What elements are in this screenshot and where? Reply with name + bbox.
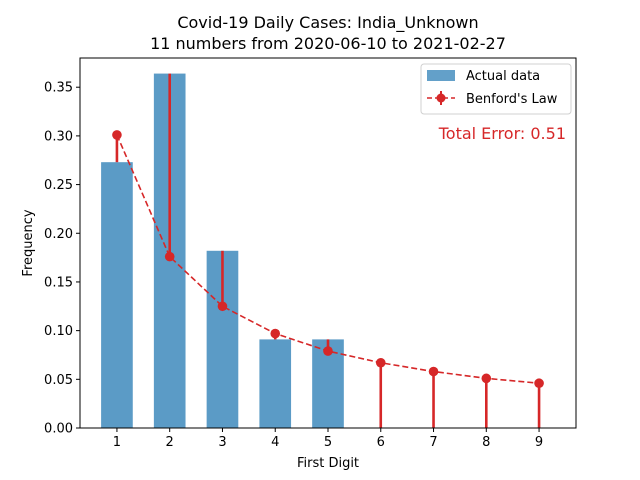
plot-area xyxy=(101,73,544,428)
x-tick-label-1: 1 xyxy=(113,435,121,450)
legend-box xyxy=(420,63,572,115)
x-axis: 1 2 3 4 5 6 7 8 9 xyxy=(113,428,543,450)
chart-subtitle: 11 numbers from 2020-06-10 to 2021-02-27 xyxy=(150,34,506,53)
legend: Actual data Benford's Law xyxy=(420,63,572,115)
y-tick-label-2: 0.10 xyxy=(44,324,73,339)
x-tick-label-6: 6 xyxy=(377,435,385,450)
x-tick-label-3: 3 xyxy=(218,435,226,450)
y-axis-label: Frequency xyxy=(21,209,36,276)
x-tick-label-7: 7 xyxy=(429,435,437,450)
y-tick-label-0: 0.00 xyxy=(44,422,73,437)
x-tick-label-4: 4 xyxy=(271,435,279,450)
x-axis-label: First Digit xyxy=(297,456,359,471)
benford-point-digit-8 xyxy=(481,373,492,384)
total-error-annotation: Total Error: 0.51 xyxy=(438,124,566,143)
benford-point-digit-5 xyxy=(323,346,333,356)
bar-digit-4 xyxy=(259,339,292,428)
y-tick-label-1: 0.05 xyxy=(44,373,73,388)
legend-label-benford: Benford's Law xyxy=(466,92,558,107)
y-tick-label-7: 0.35 xyxy=(44,81,73,96)
benford-point-digit-2 xyxy=(164,251,175,262)
legend-swatch-benford-marker xyxy=(436,93,446,103)
y-tick-label-3: 0.15 xyxy=(44,275,73,290)
x-tick-label-5: 5 xyxy=(324,435,332,450)
y-tick-label-6: 0.30 xyxy=(44,129,73,144)
benford-point-digit-3 xyxy=(217,301,228,312)
x-tick-label-8: 8 xyxy=(482,435,490,450)
benford-point-digit-4 xyxy=(270,328,281,339)
chart-title: Covid-19 Daily Cases: India_Unknown xyxy=(177,13,478,33)
benford-point-digit-7 xyxy=(428,366,439,377)
y-tick-label-4: 0.20 xyxy=(44,227,73,242)
y-axis: 0.00 0.05 0.10 0.15 0.20 0.25 0.30 0.35 xyxy=(44,81,80,437)
x-tick-label-9: 9 xyxy=(535,435,543,450)
benford-point-digit-1 xyxy=(112,130,122,140)
x-tick-label-2: 2 xyxy=(166,435,174,450)
y-tick-label-5: 0.25 xyxy=(44,178,73,193)
legend-label-actual: Actual data xyxy=(466,69,540,84)
bar-digit-1 xyxy=(101,162,133,428)
benford-point-digit-9 xyxy=(534,378,544,389)
benford-point-digit-6 xyxy=(375,357,386,368)
legend-swatch-actual xyxy=(427,70,455,81)
